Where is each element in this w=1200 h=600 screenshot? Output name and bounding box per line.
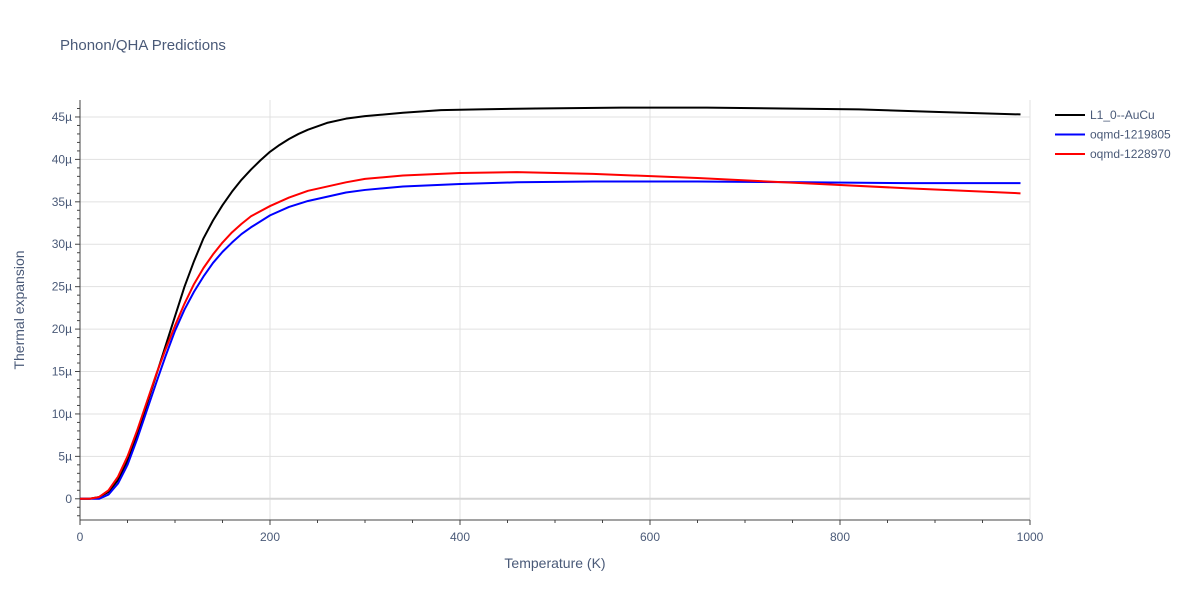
series-lines xyxy=(80,106,1021,500)
x-tick-label: 600 xyxy=(640,530,660,544)
series-line-L1_0--AuCu xyxy=(80,106,1021,500)
series-line-oqmd-1228970 xyxy=(80,171,1021,500)
axes: 0 200 400 600 800 1000 0 5µ 10µ 15µ 20µ 25µ 30µ 35µ 40… xyxy=(52,100,1044,544)
grid xyxy=(80,100,1031,520)
legend-label: oqmd-1219805 xyxy=(1090,128,1171,142)
legend-item[interactable]: L1_0--AuCu xyxy=(1055,108,1155,122)
y-tick-label: 25µ xyxy=(52,280,72,294)
legend[interactable]: L1_0--AuCu oqmd-1219805 oqmd-1228970 xyxy=(1055,108,1171,161)
chart-title: Phonon/QHA Predictions xyxy=(60,37,226,54)
legend-item[interactable]: oqmd-1228970 xyxy=(1055,147,1171,161)
y-tick-label: 20µ xyxy=(52,322,72,336)
series-line-oqmd-1219805 xyxy=(80,180,1021,500)
y-tick-label: 45µ xyxy=(52,110,72,124)
y-tick-label: 30µ xyxy=(52,237,72,251)
x-axis-title: Temperature (K) xyxy=(504,555,605,571)
x-tick-label: 800 xyxy=(830,530,850,544)
x-tick-label: 400 xyxy=(450,530,470,544)
legend-label: oqmd-1228970 xyxy=(1090,147,1171,161)
y-axis-title: Thermal expansion xyxy=(11,250,27,369)
x-tick-label: 200 xyxy=(260,530,280,544)
legend-item[interactable]: oqmd-1219805 xyxy=(1055,128,1171,142)
y-tick-label: 35µ xyxy=(52,195,72,209)
y-tick-label: 0 xyxy=(65,492,72,506)
y-tick-label: 15µ xyxy=(52,365,72,379)
y-tick-label: 40µ xyxy=(52,152,72,166)
y-tick-label: 5µ xyxy=(58,449,72,463)
x-tick-label: 0 xyxy=(77,530,84,544)
legend-label: L1_0--AuCu xyxy=(1090,108,1155,122)
y-tick-label: 10µ xyxy=(52,407,72,421)
x-tick-label: 1000 xyxy=(1017,530,1044,544)
